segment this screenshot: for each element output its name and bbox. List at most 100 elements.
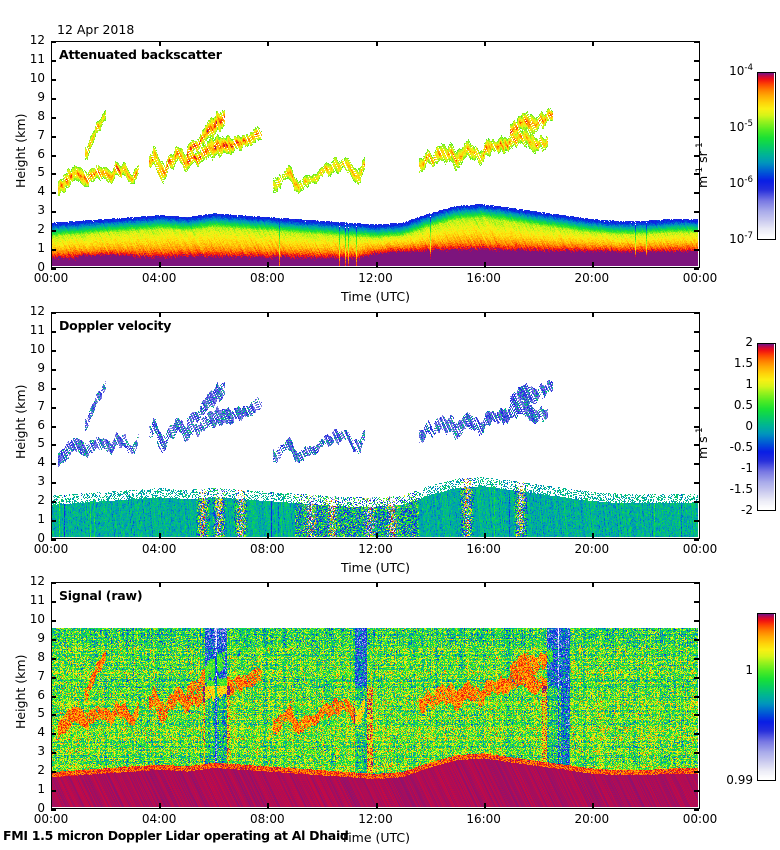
y-axis-label-2: Height (km) [13,654,28,729]
y-tick-label-0-1: 1 [37,241,45,256]
x-tickmark-top-1-3 [376,312,378,317]
x-tickmark-top-1-2 [267,312,269,317]
y-tickmark-0-9 [51,98,56,100]
colorbar-tick-0-0: 10-4 [729,63,753,78]
x-tick-label-2-4: 16:00 [466,812,501,826]
x-tickmark-1-3 [376,533,378,538]
y-tickmark-2-1 [51,790,56,792]
y-axis-label-1: Height (km) [13,384,28,459]
x-tickmark-2-3 [376,803,378,808]
y-tickmark-right-0-12 [694,41,699,43]
y-tickmark-right-2-8 [694,658,699,660]
y-tickmark-1-3 [51,482,56,484]
y-tick-label-1-7: 7 [37,398,45,413]
y-tickmark-2-6 [51,696,56,698]
y-tickmark-2-9 [51,639,56,641]
colorbar-gradient-2 [758,614,774,779]
x-tickmark-2-1 [159,803,161,808]
y-tickmark-right-2-5 [694,714,699,716]
y-tick-label-1-1: 1 [37,512,45,527]
y-tickmark-0-0 [51,268,56,270]
y-tickmark-right-2-6 [694,696,699,698]
x-tickmark-0-4 [484,262,486,267]
x-tickmark-top-0-5 [592,41,594,46]
x-tickmark-top-1-4 [484,312,486,317]
y-tickmark-2-5 [51,714,56,716]
colorbar-unit-1: m s-1 [694,427,710,459]
y-tick-label-1-8: 8 [37,379,45,394]
x-tickmark-top-0-2 [267,41,269,46]
y-tickmark-0-2 [51,230,56,232]
y-tickmark-1-5 [51,444,56,446]
panel-title-0: Attenuated backscatter [59,47,222,62]
x-tick-label-2-3: 12:00 [358,812,393,826]
y-tickmark-right-2-12 [694,582,699,584]
x-tickmark-0-3 [376,262,378,267]
figure-caption: FMI 1.5 micron Doppler Lidar operating a… [3,828,349,843]
y-tickmark-0-11 [51,60,56,62]
x-tickmark-top-0-3 [376,41,378,46]
colorbar-tick-0-3: 10-7 [729,231,753,246]
y-tickmark-0-3 [51,211,56,213]
y-tickmark-right-2-9 [694,639,699,641]
colorbar-tick-1-1: 1.5 [733,356,753,370]
y-tickmark-right-2-0 [694,809,699,811]
colorbar-tick-1-7: -1.5 [729,482,753,496]
x-tick-label-0-0: 00:00 [33,271,69,285]
y-tickmark-right-0-7 [694,136,699,138]
y-tickmark-1-7 [51,407,56,409]
y-tick-label-2-3: 3 [37,744,45,759]
y-tick-label-0-7: 7 [37,127,45,142]
x-tick-label-0-5: 20:00 [574,271,610,285]
y-tick-label-1-4: 4 [37,455,45,470]
y-tickmark-right-1-8 [694,388,699,390]
colorbar-2 [757,613,776,781]
y-tick-label-1-10: 10 [29,341,45,356]
y-tick-label-2-9: 9 [37,630,45,645]
colorbar-tick-1-5: -0.5 [729,440,753,454]
x-tick-label-1-2: 08:00 [250,542,285,556]
x-tick-label-2-0: 00:00 [33,812,69,826]
x-tickmark-1-5 [592,533,594,538]
y-tickmark-right-1-6 [694,426,699,428]
colorbar-tick-2-1: 0.99 [726,773,753,787]
x-tick-label-1-3: 12:00 [358,542,393,556]
y-tickmark-right-1-2 [694,501,699,503]
x-tickmark-1-4 [484,533,486,538]
y-tickmark-right-2-11 [694,601,699,603]
y-tickmark-2-0 [51,809,56,811]
y-tick-label-0-4: 4 [37,184,45,199]
x-tickmark-2-2 [267,803,269,808]
y-tickmark-0-12 [51,41,56,43]
x-tick-label-2-2: 08:00 [250,812,285,826]
y-tick-label-0-10: 10 [29,70,45,85]
y-tick-label-1-2: 2 [37,493,45,508]
y-tickmark-right-0-11 [694,60,699,62]
x-tick-label-0-6: 00:00 [682,271,718,285]
y-tickmark-right-0-10 [694,79,699,81]
y-tickmark-1-0 [51,539,56,541]
y-tick-label-0-8: 8 [37,108,45,123]
y-tickmark-2-12 [51,582,56,584]
y-axis-label-0: Height (km) [13,113,28,188]
x-tick-label-0-1: 04:00 [141,271,177,285]
y-tick-label-2-6: 6 [37,687,45,702]
colorbar-0 [757,72,776,240]
y-tickmark-right-1-10 [694,350,699,352]
y-tickmark-right-1-0 [694,539,699,541]
x-axis-label-2: Time (UTC) [340,830,411,845]
panel-title-2: Signal (raw) [59,588,143,603]
x-tick-label-1-4: 16:00 [466,542,501,556]
y-tick-label-0-9: 9 [37,89,45,104]
plot-area-1 [51,312,700,539]
x-tickmark-top-2-5 [592,582,594,587]
colorbar-tick-1-4: 0 [745,419,753,433]
x-tick-label-1-5: 20:00 [574,542,610,556]
y-tickmark-right-0-4 [694,192,699,194]
y-tickmark-0-1 [51,249,56,251]
x-tickmark-top-0-4 [484,41,486,46]
y-tickmark-right-0-8 [694,117,699,119]
y-tickmark-2-3 [51,752,56,754]
x-tickmark-0-1 [159,262,161,267]
